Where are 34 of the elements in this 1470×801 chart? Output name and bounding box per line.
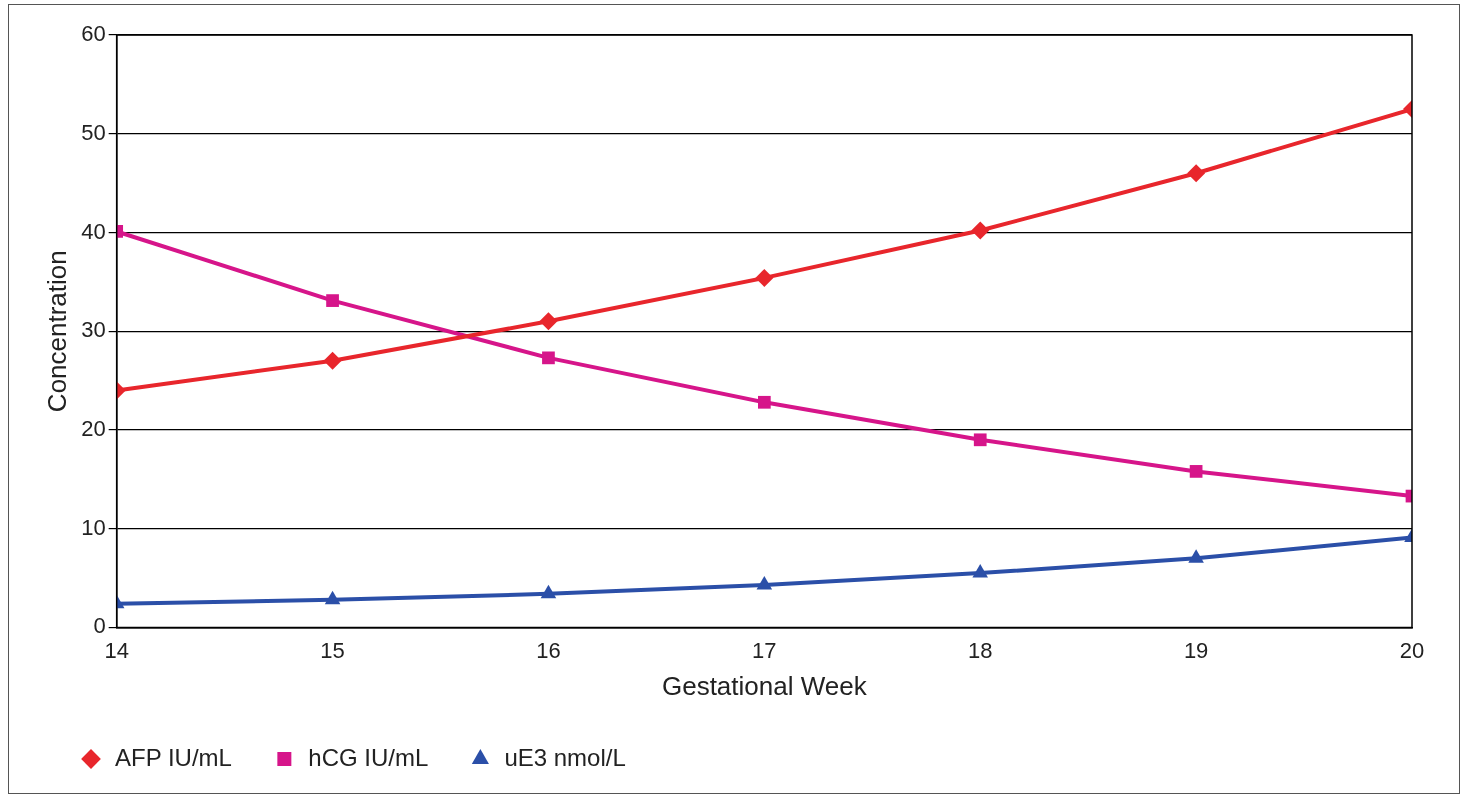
point <box>542 351 555 365</box>
point <box>323 351 342 370</box>
x-tick-label: 20 <box>1399 637 1425 663</box>
x-tick-label: 18 <box>967 637 993 663</box>
y-tick-label: 50 <box>81 119 106 145</box>
point <box>757 395 771 409</box>
legend-label: AFP IU/mL <box>115 743 232 771</box>
point <box>1187 164 1206 183</box>
y-tick-label: 30 <box>81 317 106 343</box>
point <box>1189 465 1203 478</box>
point <box>1188 549 1204 563</box>
point <box>972 564 989 578</box>
point <box>973 433 987 447</box>
point <box>540 584 557 599</box>
point <box>539 312 558 331</box>
legend-label: hCG IU/mL <box>308 743 429 771</box>
x-tick-label: 17 <box>752 637 777 663</box>
point <box>971 221 990 240</box>
point <box>756 575 773 590</box>
y-tick-label: 60 <box>81 21 106 47</box>
x-axis-title: Gestational Week <box>661 670 868 701</box>
x-tick-label: 19 <box>1183 637 1209 663</box>
y-tick-label: 20 <box>81 416 106 441</box>
point <box>755 268 774 287</box>
y-tick-label: 10 <box>81 514 106 540</box>
point <box>324 590 341 605</box>
y-axis-title: Concentration <box>41 250 72 413</box>
y-tick-label: 0 <box>93 613 106 639</box>
x-tick-label: 14 <box>104 637 129 663</box>
x-tick-label: 16 <box>536 637 561 663</box>
x-tick-label: 15 <box>320 637 345 663</box>
point <box>326 294 339 307</box>
legend-label: uE3 nmol/L <box>504 743 626 771</box>
y-tick-label: 40 <box>81 218 106 244</box>
